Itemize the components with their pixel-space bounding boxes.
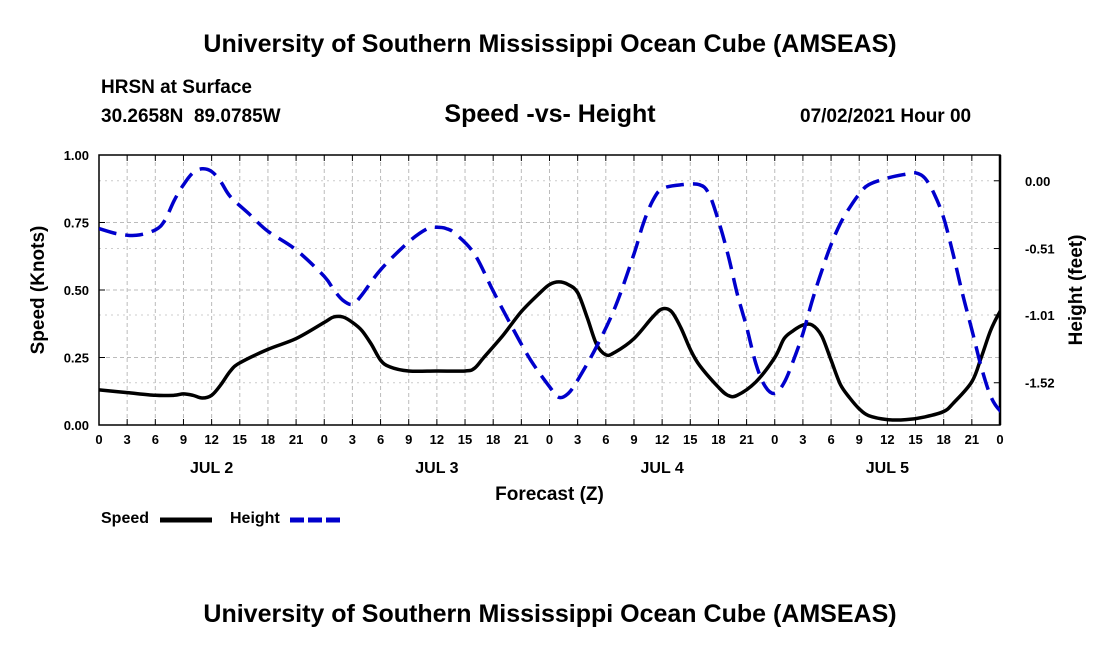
axes [98, 154, 1002, 426]
footer-title: University of Southern Mississippi Ocean… [203, 600, 897, 628]
x-tick-label: 15 [908, 432, 922, 447]
chart-title: Speed -vs- Height [444, 100, 656, 128]
page-title: University of Southern Mississippi Ocean… [203, 30, 897, 58]
labels: 0 3 6 9 12 15 18 21 0 3 6 9 12 15 18 21 0 3 6 9 12 15 18 21 0 3 6 9… [28, 148, 1087, 505]
legend-speed-label: Speed [101, 510, 150, 527]
x-tick-label: 12 [880, 432, 894, 447]
y2-tick-label: -1.52 [1025, 376, 1055, 391]
x-tick-label: 0 [546, 432, 553, 447]
legend-height-label: Height [230, 510, 280, 527]
day-label: JUL 5 [866, 460, 909, 477]
x-tick-label: 12 [430, 432, 444, 447]
x-axis-label: Forecast (Z) [495, 484, 604, 505]
y2-axis-label: Height (feet) [1066, 235, 1087, 346]
x-tick-label: 9 [180, 432, 187, 447]
x-tick-label: 21 [514, 432, 528, 447]
x-tick-label: 18 [486, 432, 500, 447]
y-tick-label: 1.00 [64, 148, 89, 163]
y2-tick-label: -0.51 [1025, 242, 1055, 257]
y-axis-label: Speed (Knots) [28, 226, 49, 355]
x-tick-label: 18 [936, 432, 950, 447]
y-tick-label: 0.50 [64, 283, 89, 298]
x-tick-label: 6 [152, 432, 159, 447]
x-tick-label: 21 [289, 432, 303, 447]
legend-height-swatch [290, 517, 342, 523]
x-tick-label: 6 [602, 432, 609, 447]
x-tick-label: 21 [739, 432, 753, 447]
day-label: JUL 4 [640, 460, 683, 477]
station-label: HRSN at Surface [101, 77, 252, 98]
coordinates-label: 30.2658N 89.0785W [101, 106, 281, 127]
datetime-label: 07/02/2021 Hour 00 [800, 106, 972, 127]
series-line-height [99, 167, 1000, 413]
x-tick-label: 9 [856, 432, 863, 447]
series [99, 167, 1000, 422]
x-tick-label: 9 [405, 432, 412, 447]
x-tick-label: 3 [124, 432, 131, 447]
x-tick-label: 18 [261, 432, 275, 447]
x-tick-label: 3 [349, 432, 356, 447]
x-tick-label: 21 [965, 432, 979, 447]
y-tick-label: 0.75 [64, 216, 89, 231]
day-label: JUL 2 [190, 460, 233, 477]
x-tick-label: 9 [630, 432, 637, 447]
x-tick-label: 3 [799, 432, 806, 447]
x-tick-label: 15 [458, 432, 472, 447]
x-tick-label: 6 [377, 432, 384, 447]
x-tick-label: 15 [683, 432, 697, 447]
y2-tick-label: -1.01 [1025, 308, 1055, 323]
x-tick-label: 12 [655, 432, 669, 447]
x-tick-label: 0 [321, 432, 328, 447]
x-tick-label: 0 [95, 432, 102, 447]
x-tick-label: 18 [711, 432, 725, 447]
y-tick-label: 0.25 [64, 351, 89, 366]
x-tick-label: 12 [204, 432, 218, 447]
x-tick-label: 15 [233, 432, 247, 447]
grid [99, 155, 1000, 425]
series-line-speed [99, 280, 1000, 422]
x-tick-label: 0 [996, 432, 1003, 447]
day-label: JUL 3 [415, 460, 458, 477]
x-tick-label: 3 [574, 432, 581, 447]
x-tick-label: 0 [771, 432, 778, 447]
legend-speed-swatch [160, 517, 212, 523]
y-tick-label: 0.00 [64, 418, 89, 433]
x-tick-label: 6 [827, 432, 834, 447]
y2-tick-label: 0.00 [1025, 174, 1050, 189]
